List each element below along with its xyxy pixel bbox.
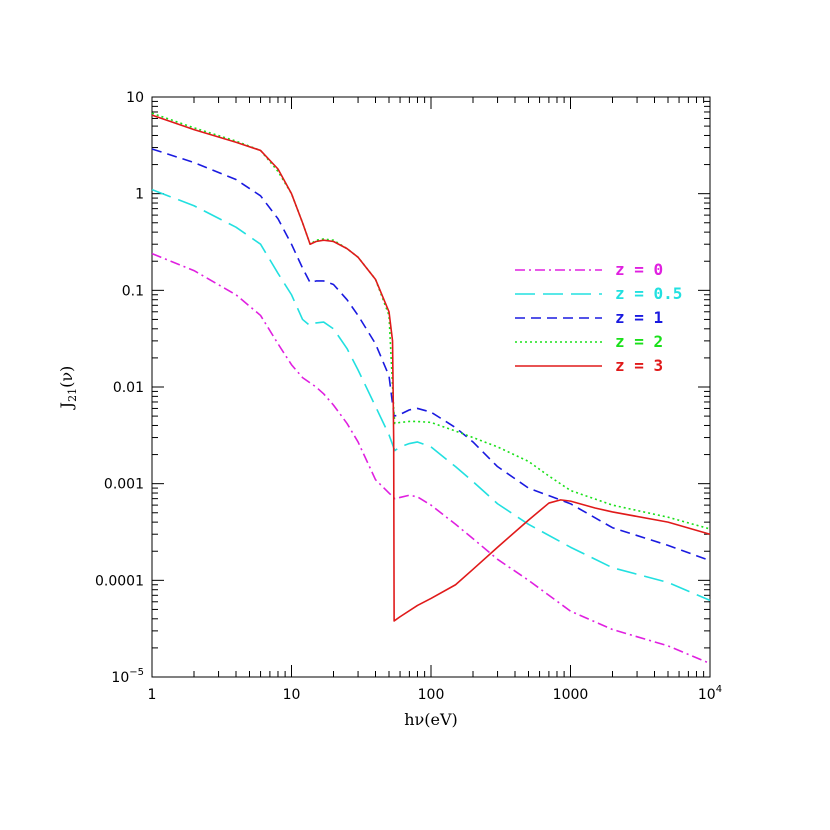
x-tick-label-base: 1000 xyxy=(553,687,589,703)
x-tick-label: 1 xyxy=(148,687,157,703)
y-tick-label-base: 10 xyxy=(126,90,144,106)
y-axis-title: J21(ν) xyxy=(57,366,79,411)
plot-frame xyxy=(151,96,711,678)
y-tick-label-exp: −5 xyxy=(129,667,144,678)
series-line-1 xyxy=(151,188,711,602)
series-line-2 xyxy=(151,148,711,562)
y-tick-label-base: 10 xyxy=(111,670,129,686)
y-axis-title-base: J xyxy=(57,402,76,410)
y-tick-label: 0.001 xyxy=(104,477,144,493)
x-tick-label-base: 10 xyxy=(283,687,301,703)
y-tick-label-base: 0.001 xyxy=(104,477,144,493)
y-tick-label: 10 xyxy=(126,90,144,106)
minor-ticks xyxy=(151,97,710,678)
x-tick-label: 10 xyxy=(283,687,301,703)
legend-label-2: z = 1 xyxy=(615,308,663,327)
y-axis-title-sub: 21 xyxy=(66,388,79,402)
x-tick-label: 100 xyxy=(418,687,445,703)
y-tick-label: 0.01 xyxy=(113,380,144,396)
y-tick-label: 10−5 xyxy=(111,667,144,686)
y-tick-label: 1 xyxy=(135,187,144,203)
x-axis-title: hν(eV) xyxy=(404,710,458,729)
y-tick-label-base: 1 xyxy=(135,187,144,203)
x-tick-labels: 1 10 100 1000 104 xyxy=(148,684,723,703)
x-tick-label-base: 100 xyxy=(418,687,445,703)
legend-label-3: z = 2 xyxy=(615,332,663,351)
legend: z = 0 z = 0.5 z = 1 z = 2 z = 3 xyxy=(515,260,682,375)
legend-label-0: z = 0 xyxy=(615,260,663,279)
x-tick-label: 1000 xyxy=(553,687,589,703)
y-axis-title-rest: (ν) xyxy=(57,366,76,388)
series-lines xyxy=(151,112,711,665)
y-tick-label: 0.0001 xyxy=(95,573,144,589)
y-tick-label: 0.1 xyxy=(122,283,144,299)
y-tick-label-base: 0.0001 xyxy=(95,573,144,589)
y-tick-label-base: 0.01 xyxy=(113,380,144,396)
legend-label-4: z = 3 xyxy=(615,356,663,375)
series-line-0 xyxy=(151,252,711,665)
series-line-4 xyxy=(151,114,711,622)
x-tick-label-exp: 4 xyxy=(716,684,722,695)
legend-label-1: z = 0.5 xyxy=(615,284,682,303)
y-tick-label-base: 0.1 xyxy=(122,283,144,299)
x-tick-label-base: 10 xyxy=(698,687,716,703)
x-tick-label-base: 1 xyxy=(148,687,157,703)
x-tick-label: 104 xyxy=(698,684,722,703)
